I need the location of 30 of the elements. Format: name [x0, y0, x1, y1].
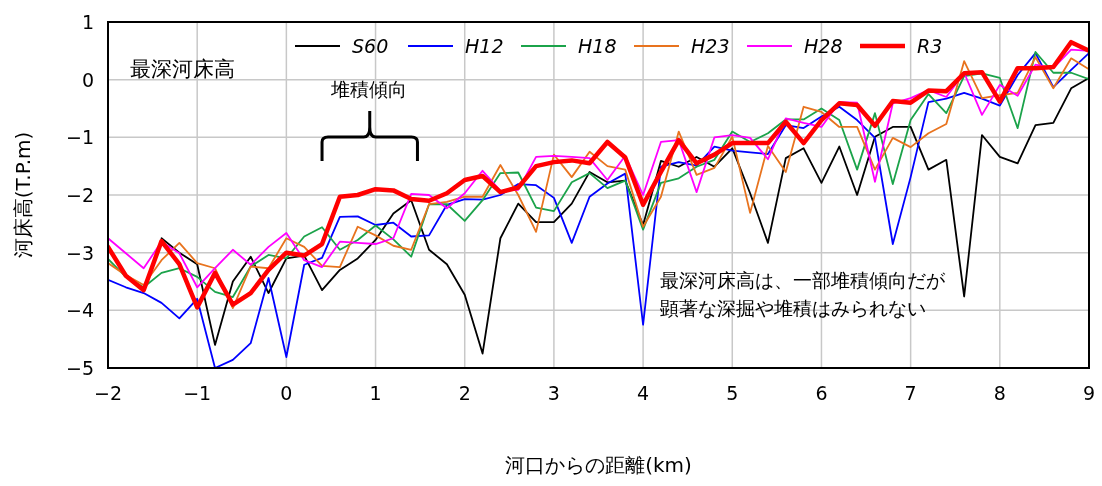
y-tick-label: −3 — [65, 241, 94, 264]
legend-label: H18 — [578, 35, 617, 57]
y-tick-label: −5 — [65, 357, 94, 379]
y-axis-title: 河床高(T.P.m) — [11, 131, 35, 259]
x-axis-title: 河口からの距離(km) — [505, 453, 692, 477]
y-tick-label: 0 — [81, 68, 94, 91]
x-tick-label: 5 — [726, 382, 739, 404]
x-tick-label: 7 — [904, 382, 917, 404]
annotation: 堆積傾向 — [330, 78, 408, 100]
y-tick-label: −2 — [65, 184, 94, 206]
x-tick-label: 0 — [280, 382, 293, 404]
x-tick-label: 3 — [547, 382, 560, 404]
x-tick-label: 8 — [993, 382, 1006, 404]
legend-label: R3 — [917, 35, 943, 57]
annotation: 最深河床高 — [130, 57, 235, 81]
annotation: 顕著な深掘や堆積はみられない — [659, 297, 926, 319]
x-tick-label: 4 — [637, 382, 650, 404]
annotation: 最深河床高は、一部堆積傾向だが — [660, 269, 946, 291]
legend-label: H28 — [804, 35, 843, 57]
x-tick-label: −1 — [183, 382, 212, 404]
x-tick-label: 2 — [458, 382, 471, 404]
y-tick-label: −1 — [65, 126, 94, 149]
y-tick-label: −4 — [65, 299, 94, 322]
x-tick-label: 6 — [815, 382, 828, 404]
legend-label: H23 — [691, 35, 730, 57]
y-tick-label: 1 — [81, 11, 94, 33]
legend-label: H12 — [465, 35, 504, 57]
x-tick-label: 1 — [369, 382, 382, 404]
legend-label: S60 — [352, 35, 389, 57]
x-tick-label: 9 — [1082, 382, 1096, 404]
